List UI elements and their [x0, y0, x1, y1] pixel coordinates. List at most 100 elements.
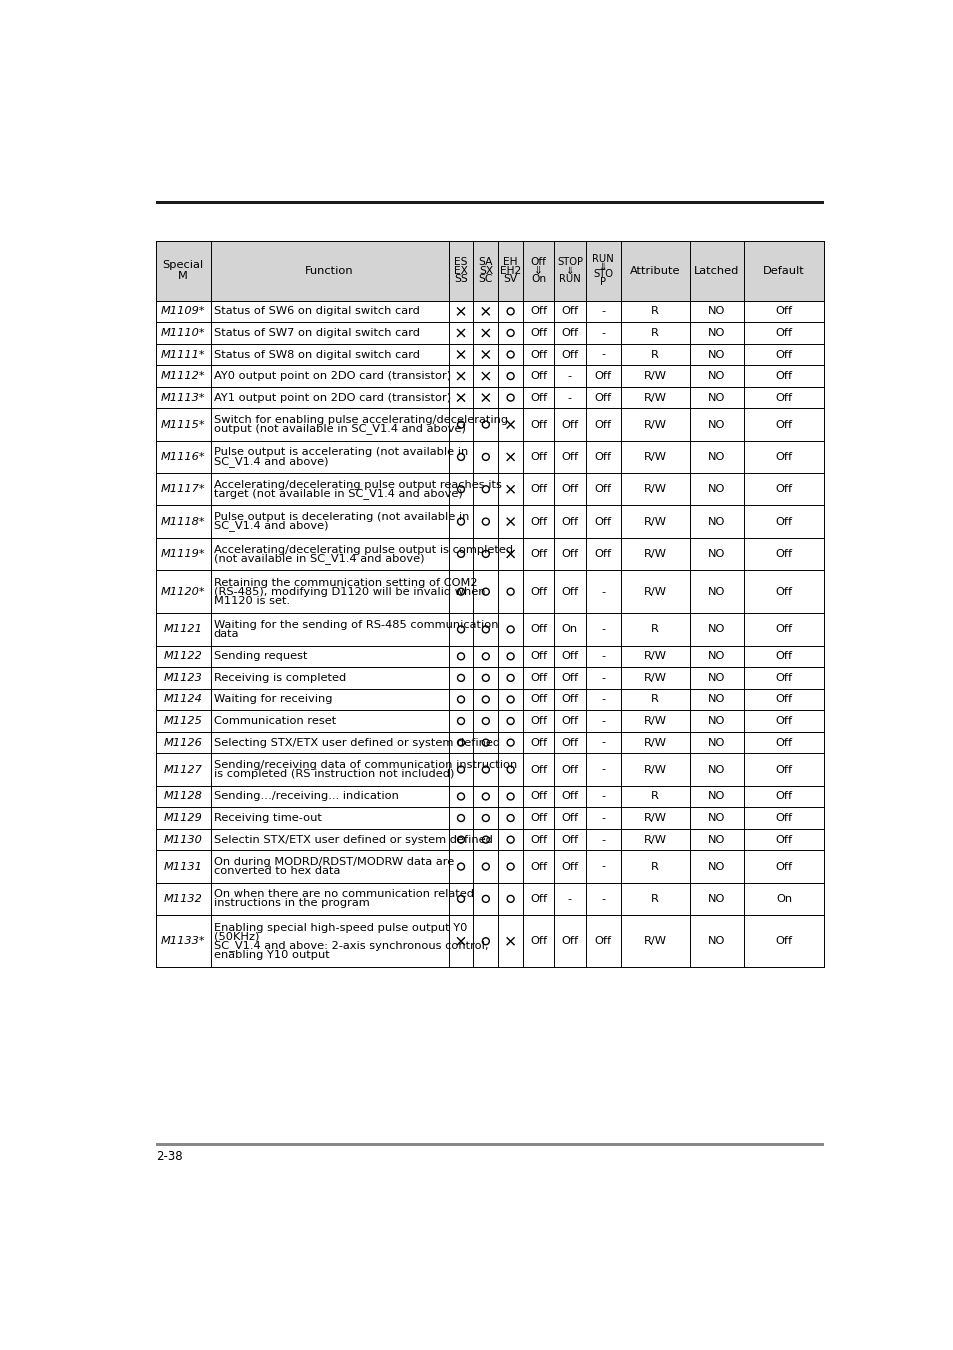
Text: NO: NO: [707, 737, 724, 748]
Text: Off: Off: [775, 651, 792, 661]
Text: Off: Off: [594, 937, 611, 946]
Text: -: -: [567, 894, 572, 904]
Text: Enabling special high-speed pulse output Y0: Enabling special high-speed pulse output…: [213, 923, 467, 933]
Text: Off: Off: [530, 764, 546, 775]
Text: NO: NO: [707, 834, 724, 845]
Text: Off: Off: [775, 937, 792, 946]
Text: Off: Off: [594, 393, 611, 402]
Text: -: -: [600, 861, 604, 872]
Text: Off: Off: [560, 791, 578, 802]
Text: On: On: [776, 894, 791, 904]
Text: Waiting for the sending of RS-485 communication: Waiting for the sending of RS-485 commun…: [213, 620, 497, 630]
Text: R/W: R/W: [643, 651, 666, 661]
Text: NO: NO: [707, 791, 724, 802]
Text: -: -: [600, 625, 604, 634]
Text: M1131: M1131: [164, 861, 202, 872]
Text: ⇓: ⇓: [565, 266, 574, 275]
Bar: [155, 201, 823, 204]
Text: -: -: [567, 371, 572, 381]
Text: converted to hex data: converted to hex data: [213, 865, 340, 876]
Text: AY0 output point on 2DO card (transistor): AY0 output point on 2DO card (transistor…: [213, 371, 451, 381]
Text: Off: Off: [530, 350, 546, 359]
Text: R/W: R/W: [643, 764, 666, 775]
Text: R/W: R/W: [643, 737, 666, 748]
Text: Off: Off: [594, 517, 611, 526]
Text: M1111*: M1111*: [161, 350, 205, 359]
Text: Off: Off: [530, 306, 546, 316]
Text: ⇓: ⇓: [598, 262, 607, 271]
Text: SX: SX: [478, 266, 493, 275]
Text: M1126: M1126: [164, 737, 202, 748]
Text: M1122: M1122: [164, 651, 202, 661]
Text: Receiving time-out: Receiving time-out: [213, 813, 321, 823]
Text: Off: Off: [560, 485, 578, 494]
Text: NO: NO: [707, 328, 724, 338]
Text: Off: Off: [775, 737, 792, 748]
Text: Off: Off: [530, 587, 546, 597]
Text: R/W: R/W: [643, 587, 666, 597]
Text: Sending/receiving data of communication instruction: Sending/receiving data of communication …: [213, 760, 517, 770]
Text: Off: Off: [775, 625, 792, 634]
Text: SC_V1.4 and above): SC_V1.4 and above): [213, 456, 328, 467]
Text: -: -: [600, 894, 604, 904]
Text: R/W: R/W: [643, 834, 666, 845]
Text: enabling Y10 output: enabling Y10 output: [213, 949, 329, 960]
Text: Pulse output is decelerating (not available in: Pulse output is decelerating (not availa…: [213, 512, 469, 522]
Text: Off: Off: [530, 393, 546, 402]
Text: Off: Off: [560, 861, 578, 872]
Text: (50KHz): (50KHz): [213, 931, 259, 942]
Text: M1112*: M1112*: [161, 371, 205, 381]
Text: M1124: M1124: [164, 694, 202, 705]
Text: Retaining the communication setting of COM2: Retaining the communication setting of C…: [213, 578, 476, 587]
Text: M1133*: M1133*: [161, 937, 205, 946]
Text: (RS-485), modifying D1120 will be invalid when: (RS-485), modifying D1120 will be invali…: [213, 587, 485, 597]
Text: EH: EH: [503, 256, 517, 267]
Text: M1130: M1130: [164, 834, 202, 845]
Text: STO: STO: [593, 270, 613, 279]
Text: ⇓: ⇓: [534, 266, 542, 275]
Text: R/W: R/W: [643, 420, 666, 429]
Text: R: R: [651, 894, 659, 904]
Text: M1120 is set.: M1120 is set.: [213, 595, 290, 606]
Text: Receiving is completed: Receiving is completed: [213, 672, 346, 683]
Text: Waiting for receiving: Waiting for receiving: [213, 694, 332, 705]
Text: Off: Off: [530, 791, 546, 802]
Text: Off: Off: [560, 517, 578, 526]
Text: Selectin STX/ETX user defined or system defined: Selectin STX/ETX user defined or system …: [213, 834, 492, 845]
Text: Off: Off: [560, 549, 578, 559]
Text: Status of SW7 on digital switch card: Status of SW7 on digital switch card: [213, 328, 419, 338]
Text: Off: Off: [594, 371, 611, 381]
Text: SC: SC: [478, 274, 493, 284]
Text: M1115*: M1115*: [161, 420, 205, 429]
Text: -: -: [600, 791, 604, 802]
Text: EH2: EH2: [499, 266, 520, 275]
Text: Off: Off: [530, 256, 546, 267]
Text: R: R: [651, 791, 659, 802]
Text: NO: NO: [707, 694, 724, 705]
Text: NO: NO: [707, 306, 724, 316]
Text: M1113*: M1113*: [161, 393, 205, 402]
Text: NO: NO: [707, 549, 724, 559]
Text: M1123: M1123: [164, 672, 202, 683]
Text: Off: Off: [560, 587, 578, 597]
Text: Status of SW8 on digital switch card: Status of SW8 on digital switch card: [213, 350, 419, 359]
Text: Off: Off: [530, 861, 546, 872]
Text: Off: Off: [775, 452, 792, 462]
Text: Off: Off: [530, 420, 546, 429]
Text: NO: NO: [707, 625, 724, 634]
Text: M1119*: M1119*: [161, 549, 205, 559]
Text: P: P: [599, 277, 605, 288]
Text: Off: Off: [530, 813, 546, 823]
Text: Off: Off: [560, 672, 578, 683]
Text: RUN: RUN: [592, 254, 614, 265]
Text: M1118*: M1118*: [161, 517, 205, 526]
Text: Off: Off: [560, 306, 578, 316]
Text: Off: Off: [560, 420, 578, 429]
Text: Off: Off: [775, 791, 792, 802]
Text: 2-38: 2-38: [155, 1150, 182, 1164]
Text: Attribute: Attribute: [629, 266, 679, 275]
Text: Off: Off: [530, 716, 546, 726]
Text: Off: Off: [530, 894, 546, 904]
Text: Off: Off: [530, 549, 546, 559]
Text: data: data: [213, 629, 239, 639]
